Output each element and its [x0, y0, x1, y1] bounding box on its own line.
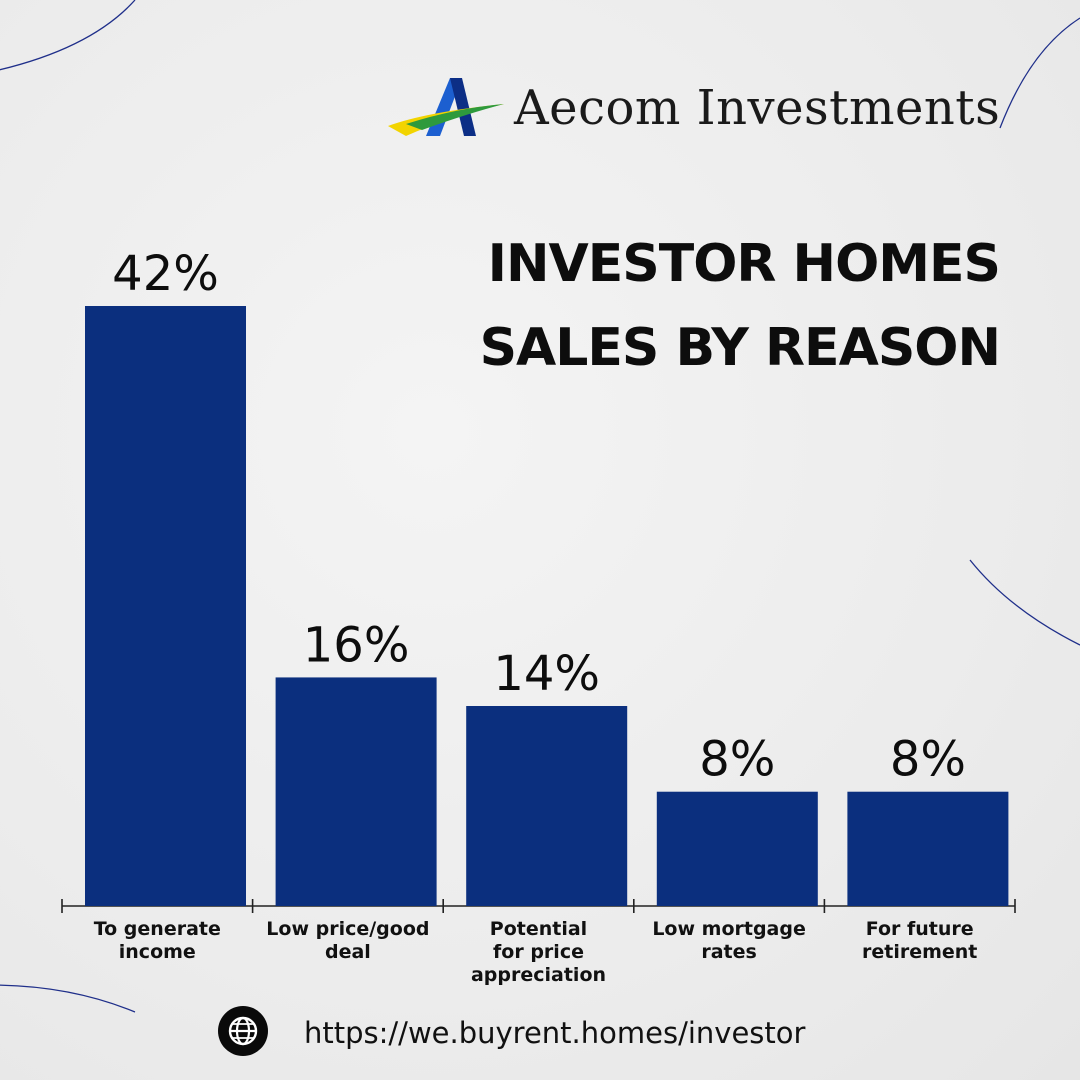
bar-value-label: 16%: [303, 617, 410, 673]
category-label-line: retirement: [861, 941, 978, 963]
category-label-line: appreciation: [470, 964, 607, 986]
category-label-line: for price: [493, 941, 584, 963]
category-label: For future retirement: [825, 918, 1015, 964]
globe-icon: [218, 1006, 268, 1056]
category-label-line: Low mortgage: [652, 918, 806, 940]
bar: [275, 677, 437, 906]
category-label-line: To generate: [93, 918, 221, 940]
category-label-line: Low price/good: [266, 918, 430, 940]
chart-title-line-1: INVESTOR HOMES: [487, 234, 1001, 294]
category-label: To generate income: [62, 918, 252, 964]
chart-title-line-2: SALES BY REASON: [479, 318, 1001, 378]
bar-chart: 42% 16% 14% 8% 8%: [61, 246, 1016, 913]
footer-url-link[interactable]: https://we.buyrent.homes/investor: [304, 1016, 806, 1050]
category-label-line: deal: [324, 941, 371, 963]
bar-value-label: 14%: [493, 646, 600, 702]
category-label-line: Potential: [489, 918, 588, 940]
category-label-line: For future: [865, 918, 974, 940]
category-label: Low mortgage rates: [634, 918, 824, 964]
bar: [656, 791, 818, 906]
category-label-line: rates: [701, 941, 757, 963]
bar: [847, 791, 1009, 906]
bar: [85, 306, 246, 906]
bar-value-label: 8%: [890, 732, 966, 788]
category-label: Potential for price appreciation: [444, 918, 634, 987]
category-label-line: income: [118, 941, 196, 963]
bar: [466, 706, 628, 906]
chart-title: INVESTOR HOMES SALES BY REASON: [400, 222, 1001, 390]
bar-value-label: 8%: [699, 732, 775, 788]
stylized-a-logo-icon: [388, 78, 504, 136]
brand-name: Aecom Investments: [514, 80, 1001, 136]
brand-logo: Aecom Investments: [386, 74, 1006, 144]
category-label: Low price/good deal: [253, 918, 443, 964]
category-labels: To generate income Low price/good deal Poten…: [0, 918, 1080, 998]
bar-value-label: 42%: [112, 246, 219, 302]
